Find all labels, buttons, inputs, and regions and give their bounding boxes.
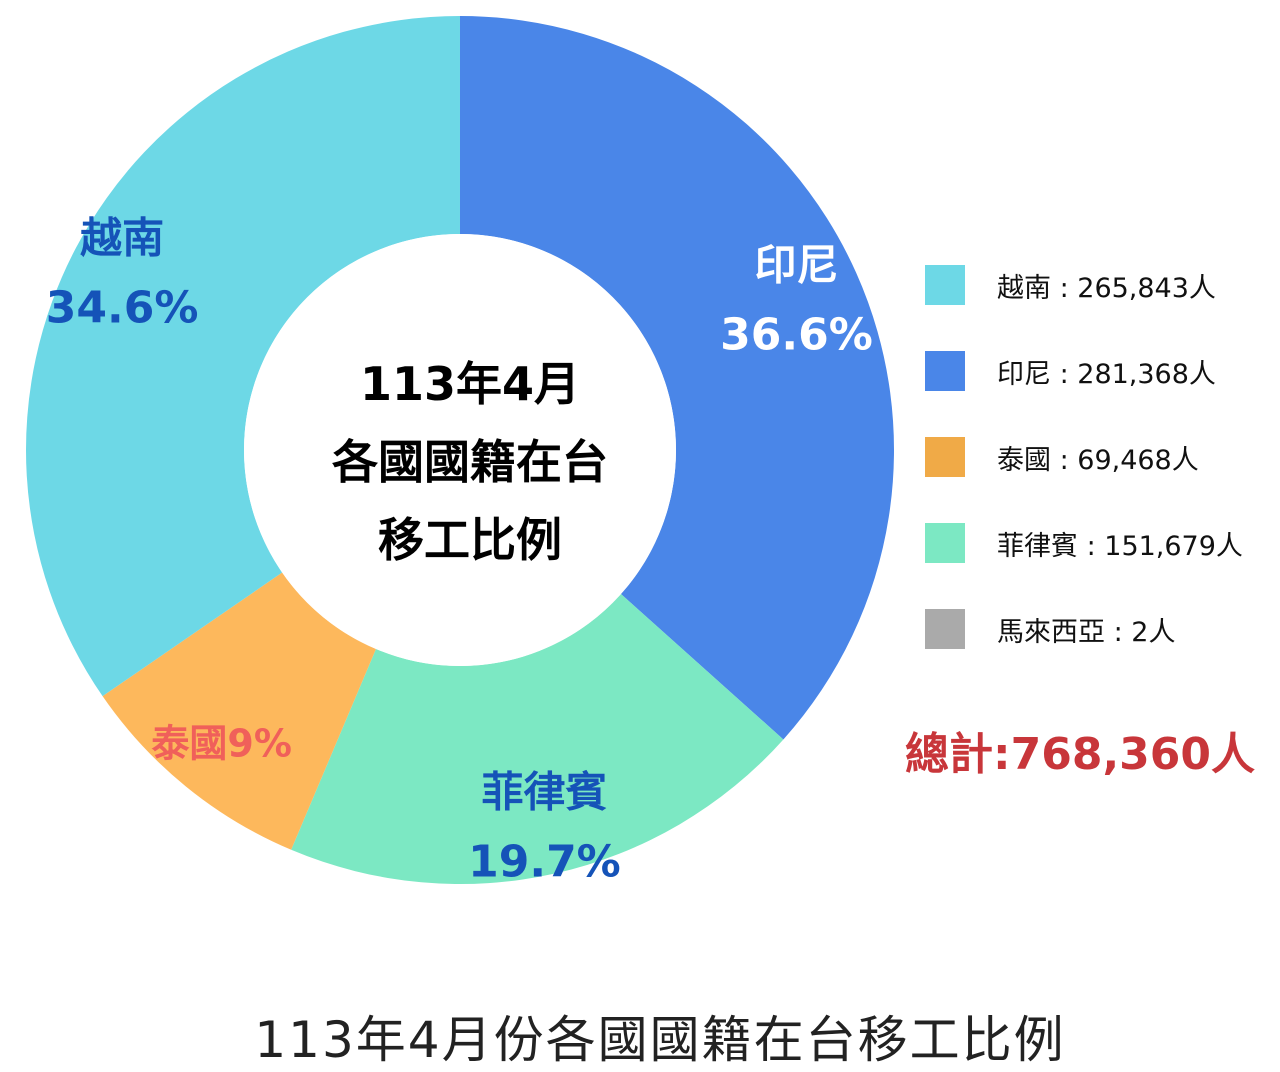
legend-swatch-thailand (925, 437, 965, 477)
slice-label-thailand: 泰國9% (151, 722, 292, 766)
total-count: 總計:768,360人 (905, 718, 1255, 782)
legend-swatch-vietnam (925, 265, 965, 305)
legend-item-indonesia: 印尼 : 281,368人 (925, 351, 1275, 391)
legend-item-malaysia: 馬來西亞 : 2人 (925, 609, 1275, 649)
center-title-line-1: 113年4月 (290, 345, 650, 423)
slice-percent-vietnam: 34.6% (46, 282, 199, 333)
legend-text-vietnam: 越南 : 265,843人 (997, 266, 1216, 305)
legend-swatch-malaysia (925, 609, 965, 649)
legend-text-indonesia: 印尼 : 281,368人 (997, 352, 1216, 391)
slice-name-indonesia: 印尼 (755, 241, 839, 290)
slice-name-philippines: 菲律賓 (481, 768, 607, 817)
center-title-line-3: 移工比例 (290, 501, 650, 579)
center-title-line-2: 各國國籍在台 (290, 423, 650, 501)
center-title: 113年4月 各國國籍在台 移工比例 (290, 345, 650, 579)
legend-item-philippines: 菲律賓 : 151,679人 (925, 523, 1275, 563)
legend-swatch-philippines (925, 523, 965, 563)
legend-item-vietnam: 越南 : 265,843人 (925, 265, 1275, 305)
legend-text-thailand: 泰國 : 69,468人 (997, 438, 1199, 477)
legend: 越南 : 265,843人 印尼 : 281,368人 泰國 : 69,468人… (925, 265, 1275, 695)
slice-percent-indonesia: 36.6% (720, 310, 873, 361)
slice-percent-philippines: 19.7% (468, 837, 621, 888)
legend-swatch-indonesia (925, 351, 965, 391)
legend-item-thailand: 泰國 : 69,468人 (925, 437, 1275, 477)
legend-text-malaysia: 馬來西亞 : 2人 (997, 610, 1175, 649)
legend-text-philippines: 菲律賓 : 151,679人 (997, 524, 1243, 563)
slice-name-vietnam: 越南 (80, 213, 164, 262)
chart-caption: 113年4月份各國國籍在台移工比例 (0, 1000, 1280, 1072)
